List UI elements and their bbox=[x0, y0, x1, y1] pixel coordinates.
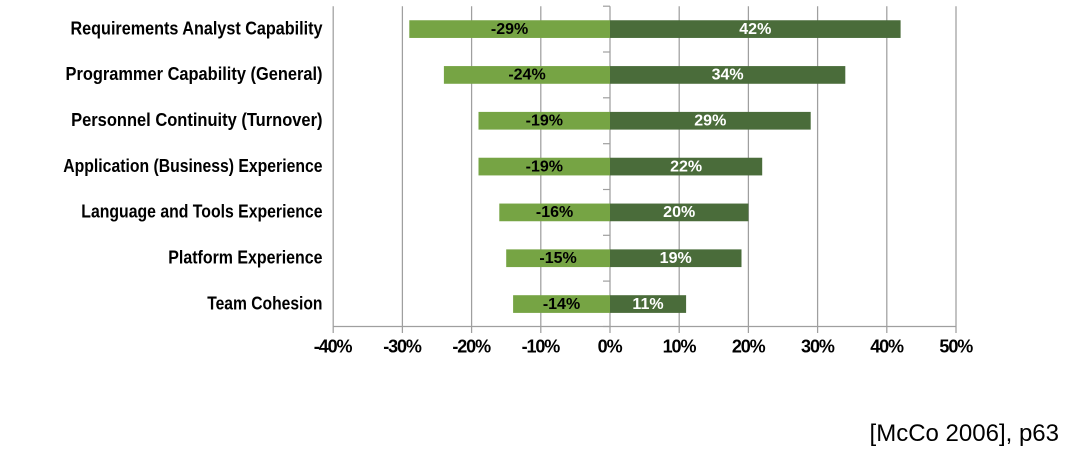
svg-text:Team Cohesion: Team Cohesion bbox=[207, 293, 322, 313]
svg-text:Language and Tools Experience: Language and Tools Experience bbox=[81, 202, 322, 222]
svg-text:19%: 19% bbox=[660, 250, 692, 267]
svg-text:-30%: -30% bbox=[383, 337, 422, 357]
svg-text:-14%: -14% bbox=[543, 296, 580, 313]
svg-text:20%: 20% bbox=[663, 204, 695, 221]
svg-text:Requirements Analyst Capabilit: Requirements Analyst Capability bbox=[71, 18, 324, 38]
svg-text:29%: 29% bbox=[694, 113, 726, 130]
svg-text:50%: 50% bbox=[939, 337, 973, 357]
svg-text:Application (Business) Experie: Application (Business) Experience bbox=[63, 156, 322, 176]
svg-text:42%: 42% bbox=[739, 21, 771, 38]
svg-text:22%: 22% bbox=[670, 158, 702, 175]
svg-text:-20%: -20% bbox=[452, 337, 491, 357]
svg-text:-29%: -29% bbox=[491, 21, 528, 38]
svg-text:0%: 0% bbox=[598, 337, 623, 357]
svg-text:-16%: -16% bbox=[536, 204, 573, 221]
svg-text:-19%: -19% bbox=[526, 158, 563, 175]
svg-text:Programmer Capability (General: Programmer Capability (General) bbox=[66, 64, 323, 84]
svg-text:[McCo 2006], p63: [McCo 2006], p63 bbox=[870, 420, 1059, 447]
svg-text:40%: 40% bbox=[870, 337, 904, 357]
svg-text:10%: 10% bbox=[663, 337, 697, 357]
svg-text:-10%: -10% bbox=[522, 337, 561, 357]
svg-text:11%: 11% bbox=[632, 296, 663, 313]
svg-text:-19%: -19% bbox=[526, 113, 563, 130]
svg-text:30%: 30% bbox=[801, 337, 835, 357]
svg-text:-40%: -40% bbox=[314, 337, 353, 357]
svg-text:20%: 20% bbox=[732, 337, 766, 357]
svg-text:34%: 34% bbox=[712, 67, 744, 84]
svg-text:Personnel Continuity (Turnover: Personnel Continuity (Turnover) bbox=[71, 110, 322, 130]
svg-text:-15%: -15% bbox=[539, 250, 576, 267]
svg-text:Platform Experience: Platform Experience bbox=[168, 247, 322, 267]
svg-text:-24%: -24% bbox=[508, 67, 545, 84]
